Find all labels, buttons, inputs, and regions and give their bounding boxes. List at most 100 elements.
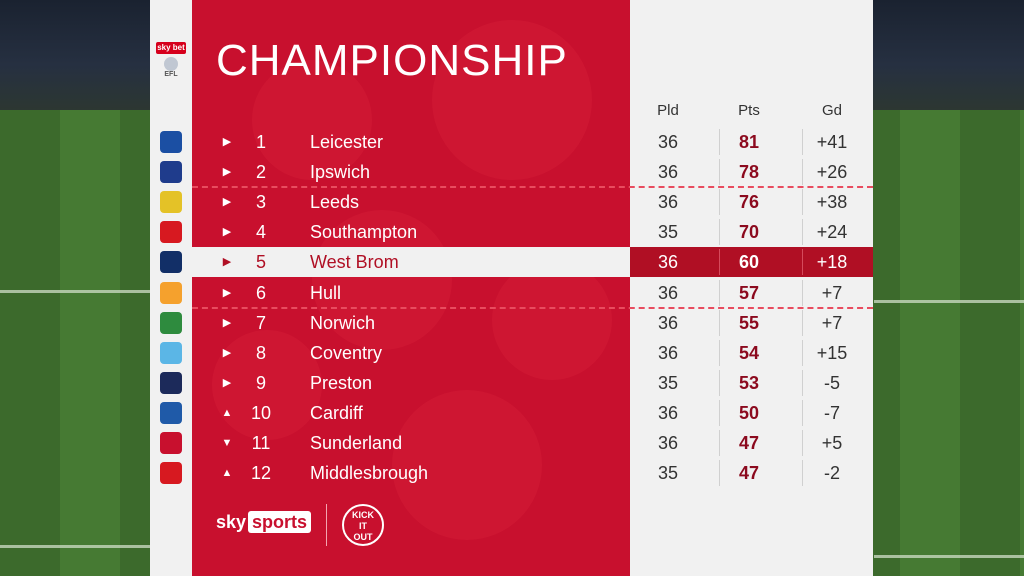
sky-bet-label: sky bet [156,42,186,54]
movement-arrow-icon: ▶ [222,346,232,359]
movement-arrow-icon: ▶ [222,166,232,179]
played: 36 [657,132,679,152]
team-name: Preston [310,372,373,393]
team-crest-icon [160,401,182,424]
pitch-line [0,545,160,548]
table-row: ▼ 11 Sunderland 36 47 +5 [150,428,873,458]
column-divider [719,399,720,426]
kick-it-out-logo: KICK IT OUT [342,504,384,546]
table-row: ▲ 12 Middlesbrough 35 47 -2 [150,458,873,488]
points: 54 [738,342,760,363]
points: 70 [738,222,760,243]
goal-difference: +7 [821,312,843,333]
points: 78 [738,162,760,183]
movement-arrow-icon: ▶ [222,376,232,389]
table-row: ▶ 1 Leicester 36 81 +41 [150,127,873,157]
goal-difference: -5 [823,372,840,393]
sports-label: sports [248,511,312,533]
goal-difference: +41 [816,132,848,152]
points: 55 [738,312,760,333]
table-row: ▶ 2 Ipswich 36 78 +26 [150,157,873,187]
team-name: Leicester [310,132,384,152]
position: 7 [255,312,266,333]
position: 5 [255,252,266,273]
team-name: Cardiff [310,402,363,423]
column-divider [802,189,803,216]
goal-difference: +26 [816,162,848,183]
goal-difference: +7 [821,282,843,303]
movement-arrow-icon: ▶ [222,286,232,299]
movement-arrow-icon: ▶ [222,226,232,239]
pitch-line [874,555,1024,558]
table-row: ▶ 7 Norwich 36 55 +7 [150,308,873,338]
goal-difference: +24 [816,222,848,243]
goal-difference: -2 [823,463,840,484]
points: 47 [738,463,760,484]
position: 1 [255,132,266,152]
team-crest-icon [160,191,182,214]
team-crest-icon [160,311,182,334]
goal-difference: +18 [816,252,848,273]
column-divider [802,430,803,456]
movement-arrow-icon: ▼ [221,437,233,449]
column-divider [719,460,720,487]
table-row: ▶ 9 Preston 35 53 -5 [150,368,873,398]
column-divider [719,369,720,396]
team-crest-icon [160,371,182,394]
column-divider [719,159,720,186]
points: 50 [738,402,760,423]
movement-arrow-icon: ▶ [222,136,232,148]
table-row: ▶ 8 Coventry 36 54 +15 [150,338,873,368]
team-crest-icon [160,432,182,454]
page-title: CHAMPIONSHIP [216,36,568,85]
table-row: ▶ 4 Southampton 35 70 +24 [150,217,873,247]
position: 2 [255,162,266,183]
played: 36 [657,252,679,273]
header-pld: Pld [657,102,679,119]
team-name: Norwich [310,312,376,333]
column-divider [719,279,720,306]
team-crest-icon [160,251,182,274]
column-divider [719,219,720,246]
movement-arrow-icon: ▲ [221,467,233,480]
movement-arrow-icon: ▶ [222,256,232,269]
team-crest-icon [160,462,182,485]
team-column [192,0,630,576]
points: 60 [738,252,760,273]
played: 35 [657,372,679,393]
column-divider [802,309,803,336]
team-crest-icon [160,281,182,304]
kio-line-3: OUT [353,532,373,542]
highlight-stat-band [630,247,873,278]
team-name: Hull [310,282,342,303]
playoff-line [192,307,873,309]
league-table-panel: sky bet EFL CHAMPIONSHIP Pld Pts Gd ▶ 1 Le… [150,0,873,576]
column-divider [802,279,803,306]
played: 35 [657,463,679,484]
column-divider [802,219,803,246]
kio-line-2: IT [359,521,367,531]
table-row: ▶ 3 Leeds 36 76 +38 [150,187,873,217]
played: 36 [657,402,679,423]
points: 47 [738,433,760,453]
footer-divider [326,504,327,546]
kio-line-1: KICK [352,510,374,520]
position: 9 [255,372,266,393]
sky-label: sky [216,512,247,532]
column-divider [802,399,803,426]
points: 76 [738,192,760,213]
team-crest-icon [160,341,182,364]
team-crest-icon [160,161,182,184]
played: 35 [657,222,679,243]
team-name: Sunderland [310,433,403,453]
movement-arrow-icon: ▶ [222,316,232,329]
points: 53 [738,372,760,393]
column-divider [719,249,720,276]
column-divider [802,339,803,366]
played: 36 [657,282,679,303]
played: 36 [657,433,679,453]
played: 36 [657,192,679,213]
stats-column [630,0,873,576]
team-crest-icon [160,221,182,244]
column-divider [802,460,803,487]
